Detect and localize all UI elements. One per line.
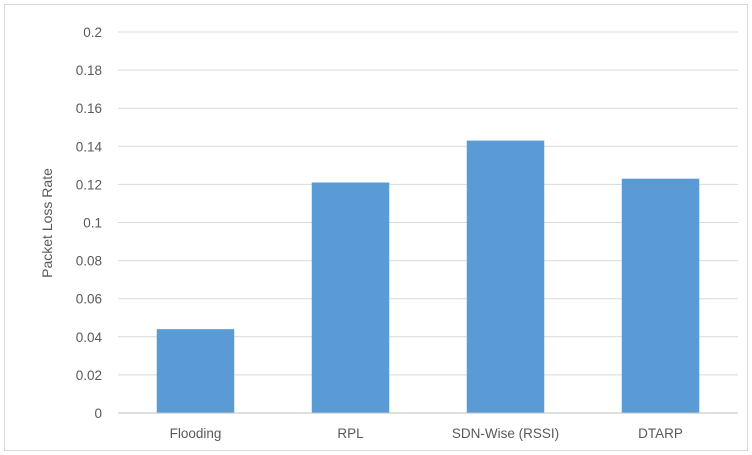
y-tick-label: 0.06 — [76, 292, 102, 307]
bar-dtarp — [621, 178, 700, 413]
x-tick-label: SDN-Wise (RSSI) — [452, 426, 559, 441]
y-tick-label: 0.04 — [76, 330, 103, 345]
x-tick-labels: Flooding RPL SDN-Wise (RSSI) DTARP — [170, 426, 683, 441]
x-tick-label: Flooding — [170, 426, 222, 441]
bar-flooding — [156, 329, 235, 413]
y-tick-label: 0.1 — [83, 216, 102, 231]
y-tick-label: 0.2 — [83, 25, 102, 40]
y-tick-labels: 0 0.02 0.04 0.06 0.08 0.1 0.12 0.14 0.16 0.18 0.2 — [76, 25, 103, 421]
x-tick-label: DTARP — [638, 426, 683, 441]
bar-sdn-wise-rssi — [466, 140, 545, 413]
bar-rpl — [311, 182, 390, 413]
y-axis-title: Packet Loss Rate — [39, 168, 55, 278]
bars — [156, 140, 700, 413]
y-tick-label: 0.12 — [76, 177, 102, 192]
y-tick-label: 0.16 — [76, 101, 102, 116]
x-tick-label: RPL — [337, 426, 364, 441]
y-tick-label: 0 — [94, 406, 102, 421]
y-tick-label: 0.08 — [76, 254, 102, 269]
y-tick-label: 0.14 — [76, 139, 103, 154]
y-tick-label: 0.18 — [76, 63, 102, 78]
y-tick-label: 0.02 — [76, 368, 102, 383]
